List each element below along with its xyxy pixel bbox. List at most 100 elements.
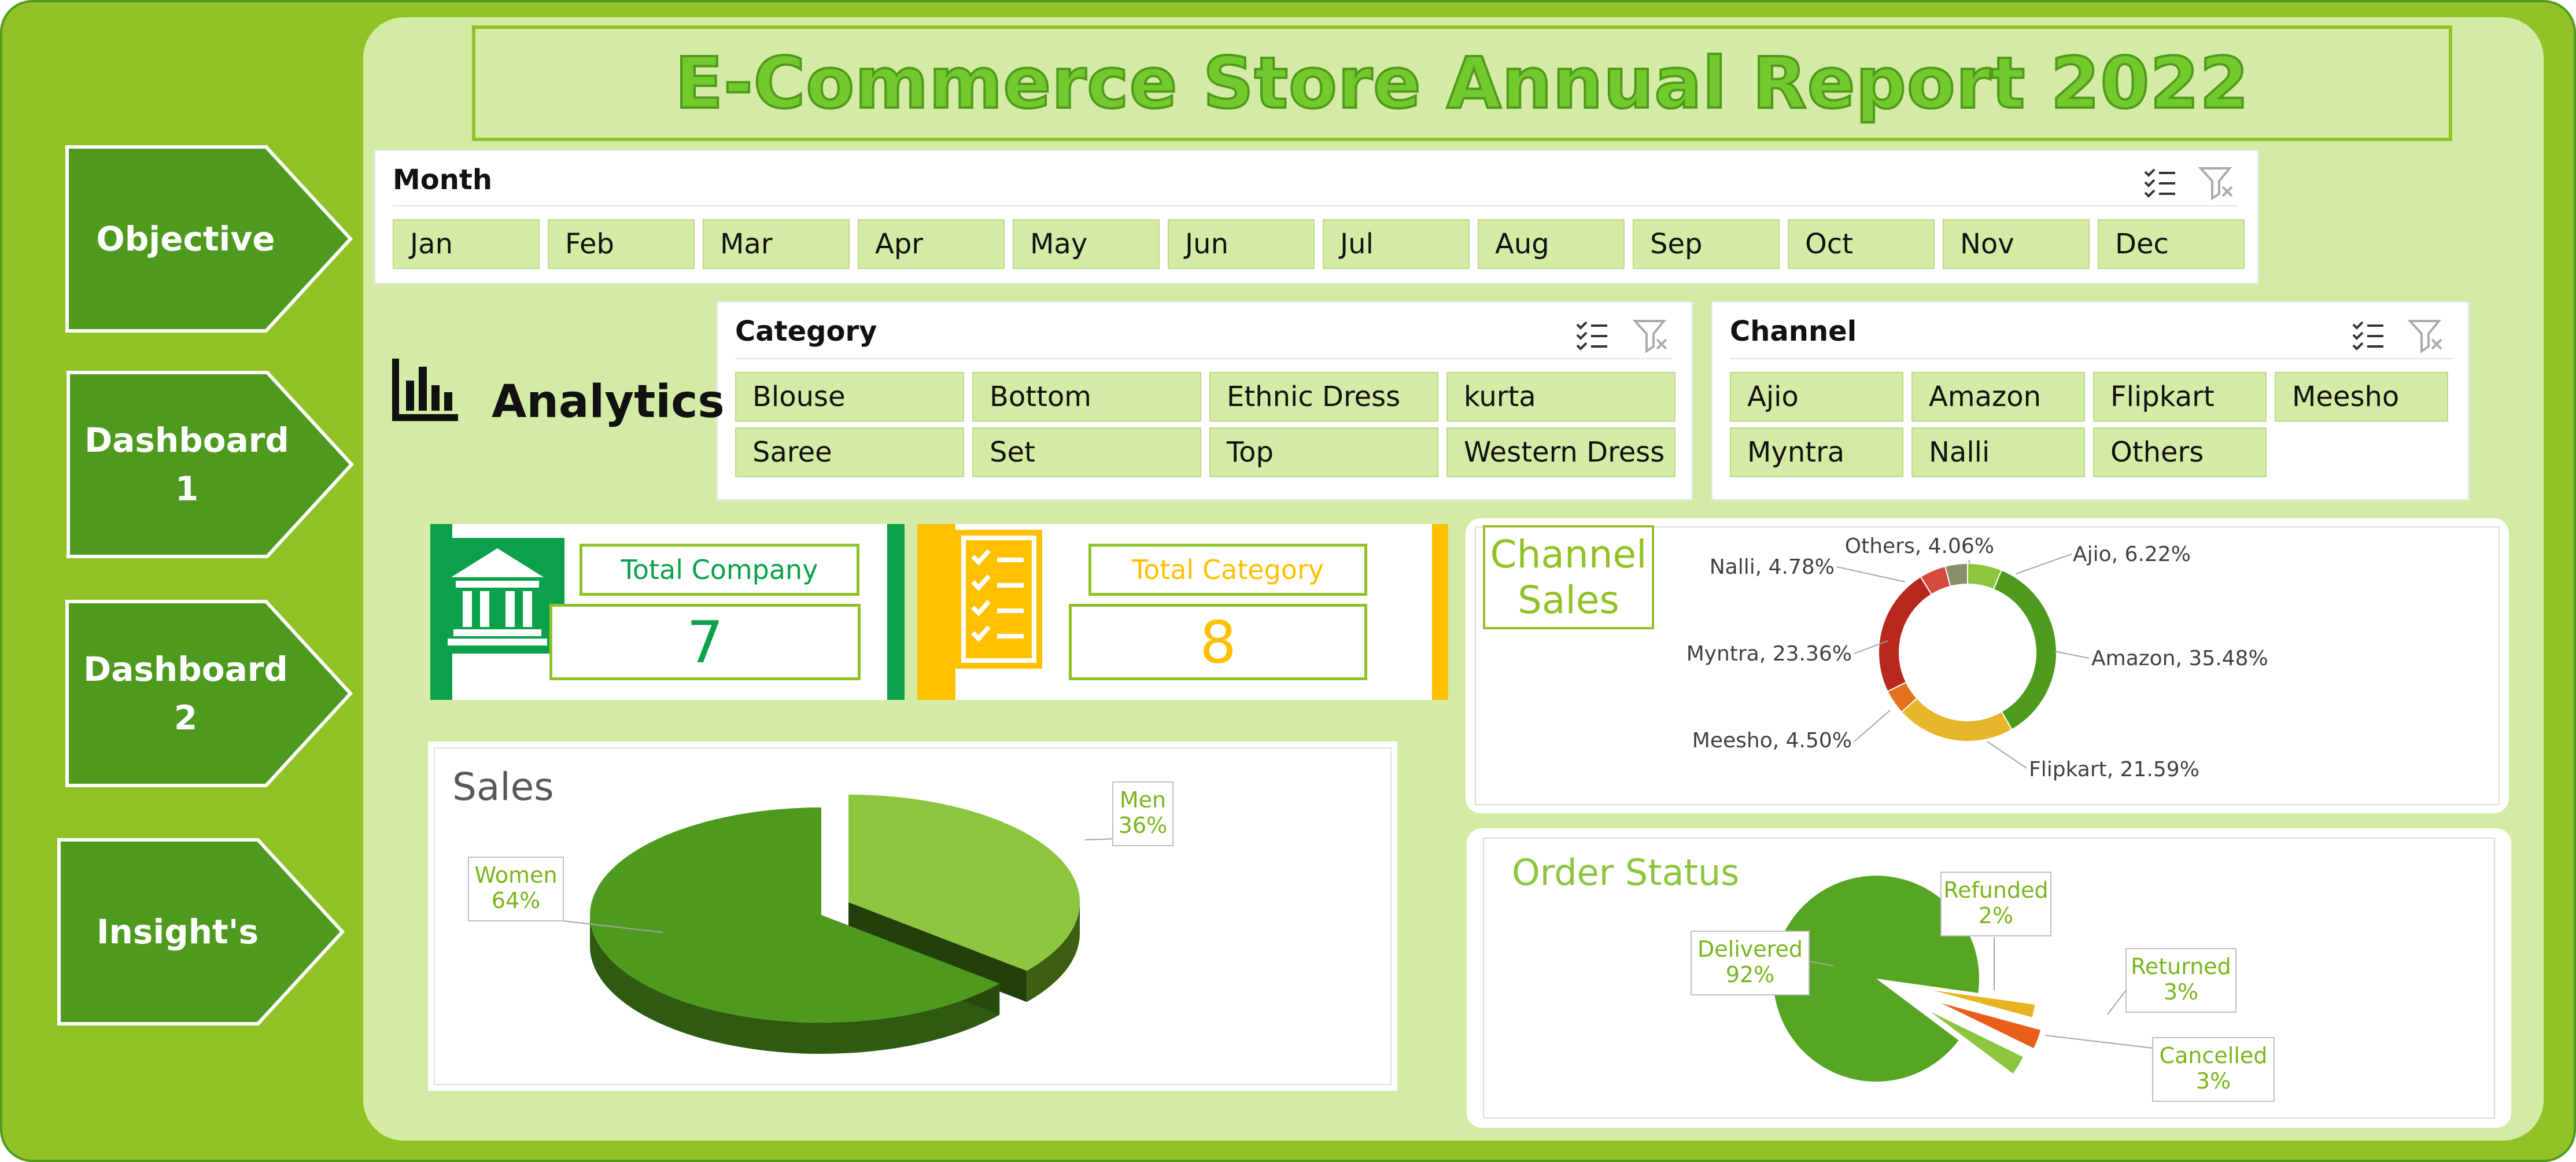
svg-text:Nalli, 4.78%: Nalli, 4.78% [1710,555,1835,579]
kpi-category-label: Total Category [1088,544,1367,596]
channel-label-amazon: Amazon, 35.48% [2054,647,2268,670]
order-status-pie-chart: Delivered92%Refunded2%Returned3%Cancelle… [1691,872,2275,1102]
kpi-company-value: 7 [549,604,861,680]
sales-slice-women [590,807,1000,1054]
month-item-feb[interactable]: Feb [548,219,695,269]
svg-text:3%: 3% [2164,979,2198,1005]
svg-text:Women: Women [474,862,557,888]
kpi-company-label: Total Company [580,544,859,596]
svg-text:92%: 92% [1726,962,1774,987]
month-item-jan[interactable]: Jan [393,219,540,269]
month-item-aug[interactable]: Aug [1478,219,1625,269]
month-item-may[interactable]: May [1013,219,1160,269]
svg-text:36%: 36% [1119,813,1167,838]
analytics-heading: Analytics [492,376,725,428]
month-slicer-title: Month [393,164,493,196]
svg-text:Refunded: Refunded [1943,877,2048,903]
kpi-total-company: Total Company 7 [430,524,905,700]
sales-chart-panel: Sales Men 36% Women 64% [428,742,1397,1091]
channel-label-others: Others, 4.06% [1845,534,1994,564]
month-item-dec[interactable]: Dec [2098,219,2245,269]
svg-text:Amazon, 35.48%: Amazon, 35.48% [2091,647,2268,670]
svg-text:Ajio, 6.22%: Ajio, 6.22% [2073,543,2191,566]
multi-select-icon[interactable] [2349,316,2387,355]
channel-sales-panel: Channel Sales Ajio, 6.22% Amazon, 35.48% F… [1466,518,2509,813]
checklist-icon [955,530,1042,669]
channel-item-meesho[interactable]: Meesho [2275,372,2448,422]
clear-filter-icon[interactable] [1632,316,1670,355]
channel-label-nalli: Nalli, 4.78% [1710,555,1906,582]
channel-slice-amazon [1992,569,2057,731]
month-item-mar[interactable]: Mar [703,219,850,269]
bar-chart-icon [392,359,458,421]
month-item-nov[interactable]: Nov [1943,219,2090,269]
channel-label-myntra: Myntra, 23.36% [1686,640,1888,666]
clear-filter-icon[interactable] [2407,316,2445,355]
month-item-jun[interactable]: Jun [1168,219,1315,269]
category-item-top[interactable]: Top [1209,427,1438,477]
nav-button-dashboard-2[interactable]: Dashboard 2 [65,599,353,788]
nav-button-dashboard-1[interactable]: Dashboard 1 [66,370,354,559]
channel-label-meesho: Meesho, 4.50% [1692,710,1891,752]
svg-text:Others, 4.06%: Others, 4.06% [1845,534,1994,558]
order-slice-delivered [1773,876,1979,1082]
svg-text:Men: Men [1120,787,1166,813]
channel-item-amazon[interactable]: Amazon [1911,372,2085,422]
multi-select-icon[interactable] [1573,316,1611,355]
channel-slice-myntra [1878,576,1933,692]
svg-text:2%: 2% [1979,903,2013,928]
svg-text:Cancelled: Cancelled [2160,1043,2268,1068]
channel-item-ajio[interactable]: Ajio [1730,372,1903,422]
channel-label-ajio: Ajio, 6.22% [2016,543,2191,574]
channel-label-flipkart: Flipkart, 21.59% [1987,741,2199,781]
month-item-sep[interactable]: Sep [1633,219,1780,269]
month-item-apr[interactable]: Apr [858,219,1005,269]
bank-building-icon [430,538,564,654]
kpi-category-value: 8 [1069,604,1367,680]
month-item-oct[interactable]: Oct [1788,219,1935,269]
svg-text:3%: 3% [2196,1068,2231,1094]
category-item-western-dress[interactable]: Western Dress [1446,427,1675,477]
category-item-set[interactable]: Set [972,427,1201,477]
channel-item-myntra[interactable]: Myntra [1730,427,1903,477]
month-item-jul[interactable]: Jul [1323,219,1470,269]
nav-button-insight-s[interactable]: Insight's [57,838,345,1026]
svg-text:Myntra, 23.36%: Myntra, 23.36% [1686,642,1852,666]
channel-slicer-title: Channel [1730,315,1857,348]
clear-filter-icon[interactable] [2197,164,2235,202]
order-status-title: Order Status [1512,851,1740,894]
svg-text:Delivered: Delivered [1697,936,1803,962]
category-item-saree[interactable]: Saree [735,427,964,477]
channel-item-others[interactable]: Others [2093,427,2267,477]
order-slice-cancelled [1930,1012,2023,1074]
month-slicer: Month Jan Feb Mar Apr May Jun Jul Aug Sep Oct Nov D… [374,149,2259,285]
svg-text:Flipkart, 21.59%: Flipkart, 21.59% [2029,758,2199,781]
channel-item-flipkart[interactable]: Flipkart [2093,372,2267,422]
category-item-bottom[interactable]: Bottom [972,372,1201,422]
order-slice-returned [1941,1003,2041,1049]
kpi-total-category: Total Category 8 [917,524,1448,700]
category-item-blouse[interactable]: Blouse [735,372,964,422]
multi-select-icon[interactable] [2140,164,2179,202]
svg-text:64%: 64% [492,888,540,913]
category-item-ethnic-dress[interactable]: Ethnic Dress [1209,372,1438,422]
order-slice-refunded [1932,990,2035,1017]
channel-donut-chart: Ajio, 6.22% Amazon, 35.48% Flipkart, 21.59… [1686,534,2268,781]
channel-slicer: Channel Ajio Amazon Flipkart Meesho Myntra Na… [1711,301,2470,501]
channel-item-nalli[interactable]: Nalli [1911,427,2085,477]
channel-slice-others [1944,562,1968,588]
svg-text:Meesho, 4.50%: Meesho, 4.50% [1692,729,1852,752]
channel-slice-flipkart [1900,697,2013,742]
report-title-box: E-Commerce Store Annual Report 2022 [472,25,2452,141]
category-item-kurta[interactable]: kurta [1446,372,1675,422]
category-slicer-title: Category [735,315,877,348]
report-title: E-Commerce Store Annual Report 2022 [674,41,2250,126]
sales-chart-title: Sales [452,765,554,809]
nav-button-objective[interactable]: Objective [65,145,353,333]
svg-text:Returned: Returned [2131,954,2231,979]
